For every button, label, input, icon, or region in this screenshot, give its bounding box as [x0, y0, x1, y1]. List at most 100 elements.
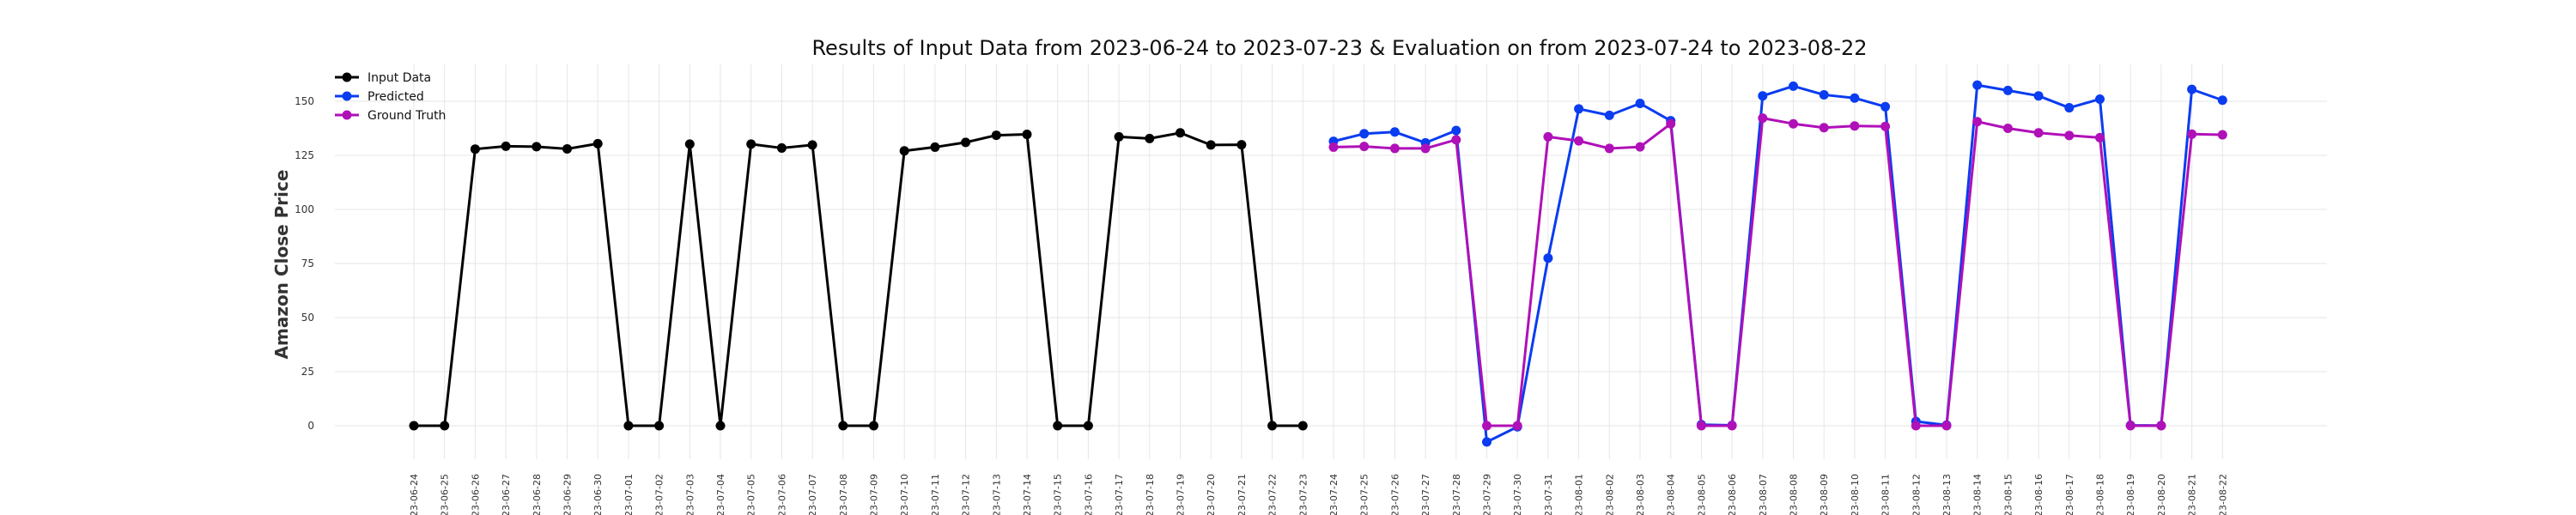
x-tick-label: -23-08-15 [2002, 474, 2014, 515]
x-tick-label: -23-08-22 [2217, 474, 2228, 515]
x-tick-label: -23-07-26 [1389, 474, 1400, 515]
x-tick-label: -23-08-16 [2033, 474, 2044, 515]
x-tick-label: -23-06-25 [440, 474, 451, 515]
data-point [1880, 101, 1891, 112]
data-point [869, 421, 878, 431]
y-tick-label: 100 [295, 203, 314, 215]
x-tick-label: -23-07-18 [1145, 474, 1156, 515]
x-tick-label: -23-06-27 [501, 474, 512, 515]
x-tick-label: -23-08-02 [1604, 474, 1615, 515]
x-tick-label: -23-07-31 [1543, 474, 1554, 515]
x-axis-ticks: -23-06-24 -23-06-25 -23-06-26 -23-06-27 -23-… [409, 474, 2228, 515]
data-point [654, 421, 665, 431]
data-point [1635, 99, 1645, 109]
data-point [409, 421, 419, 431]
y-tick-label: 150 [295, 95, 314, 107]
x-tick-label: -23-07-27 [1420, 474, 1431, 515]
data-point [807, 140, 817, 150]
data-point [2217, 95, 2227, 106]
legend-label: Ground Truth [368, 109, 446, 123]
x-tick-label: -23-08-17 [2064, 474, 2075, 515]
data-point [2095, 94, 2105, 104]
data-point [440, 421, 450, 431]
x-tick-label: -23-07-17 [1114, 474, 1125, 515]
x-tick-label: -23-07-04 [715, 474, 726, 515]
data-point [1359, 142, 1370, 152]
series-input-data [409, 128, 1308, 431]
x-tick-label: -23-07-07 [807, 474, 818, 515]
data-point [1574, 136, 1584, 146]
data-point [1114, 131, 1124, 142]
data-point [1635, 142, 1645, 152]
x-tick-label: -23-08-01 [1574, 474, 1585, 515]
data-point [2095, 132, 2105, 142]
legend-label: Predicted [368, 90, 424, 104]
x-tick-label: -23-08-04 [1666, 474, 1677, 515]
data-point [1297, 421, 1308, 431]
x-tick-label: -23-06-30 [592, 474, 604, 515]
data-point [1972, 80, 1983, 90]
data-point [1451, 125, 1461, 136]
data-point [715, 421, 726, 431]
y-tick-label: 0 [307, 420, 314, 432]
x-tick-label: -23-08-09 [1819, 474, 1830, 515]
data-point [1758, 91, 1768, 101]
data-point [1604, 110, 1614, 120]
y-tick-label: 125 [295, 149, 314, 161]
x-tick-label: -23-08-10 [1850, 474, 1861, 515]
x-tick-label: -23-08-13 [1941, 474, 1953, 515]
data-point [1789, 118, 1798, 129]
x-tick-label: -23-08-06 [1727, 474, 1738, 515]
x-tick-label: -23-06-24 [409, 474, 420, 515]
data-point [1758, 113, 1768, 124]
data-point [1696, 421, 1706, 431]
data-point [623, 421, 634, 431]
x-tick-label: -23-08-18 [2095, 474, 2106, 515]
data-point [2187, 84, 2197, 94]
x-tick-label: -23-08-11 [1880, 474, 1892, 515]
data-point [1727, 421, 1737, 431]
legend-item: Ground Truth [335, 109, 446, 123]
legend-swatch-marker [342, 91, 352, 101]
x-tick-label: -23-08-21 [2187, 474, 2198, 515]
x-tick-label: -23-07-03 [684, 474, 696, 515]
grid [335, 64, 2327, 459]
data-point [746, 139, 756, 149]
x-tick-label: -23-07-11 [930, 474, 941, 515]
x-tick-label: -23-07-02 [654, 474, 665, 515]
data-point [1850, 93, 1860, 103]
x-tick-label: -23-07-14 [1022, 474, 1033, 515]
data-point [1420, 143, 1431, 154]
series-line [1333, 117, 2223, 427]
data-point [1482, 421, 1492, 431]
data-point [961, 137, 971, 148]
data-point [1941, 421, 1952, 431]
x-tick-label: -23-07-05 [746, 474, 757, 515]
data-point [1389, 127, 1400, 137]
data-point [1176, 128, 1185, 138]
x-tick-label: -23-08-12 [1911, 474, 1922, 515]
x-tick-label: -23-07-22 [1267, 474, 1279, 515]
chart-title: Results of Input Data from 2023-06-24 to… [811, 36, 1867, 60]
data-point [1543, 131, 1553, 142]
x-tick-label: -23-07-29 [1482, 474, 1493, 515]
x-tick-label: -23-07-12 [961, 474, 972, 515]
data-point [1543, 253, 1553, 264]
data-point [1574, 104, 1584, 114]
legend-item: Predicted [335, 90, 424, 104]
data-point [1267, 421, 1278, 431]
data-point [470, 144, 480, 154]
data-point [1604, 143, 1614, 154]
y-tick-label: 25 [301, 366, 314, 378]
data-point [2033, 128, 2044, 138]
x-tick-label: -23-07-30 [1512, 474, 1523, 515]
series-line [414, 131, 1303, 427]
legend-item: Input Data [335, 71, 431, 85]
x-tick-label: -23-07-15 [1053, 474, 1064, 515]
x-tick-label: -23-07-20 [1206, 474, 1217, 515]
y-axis-label: Amazon Close Price [271, 170, 292, 360]
x-tick-label: -23-07-25 [1359, 474, 1370, 515]
data-point [2156, 421, 2166, 431]
